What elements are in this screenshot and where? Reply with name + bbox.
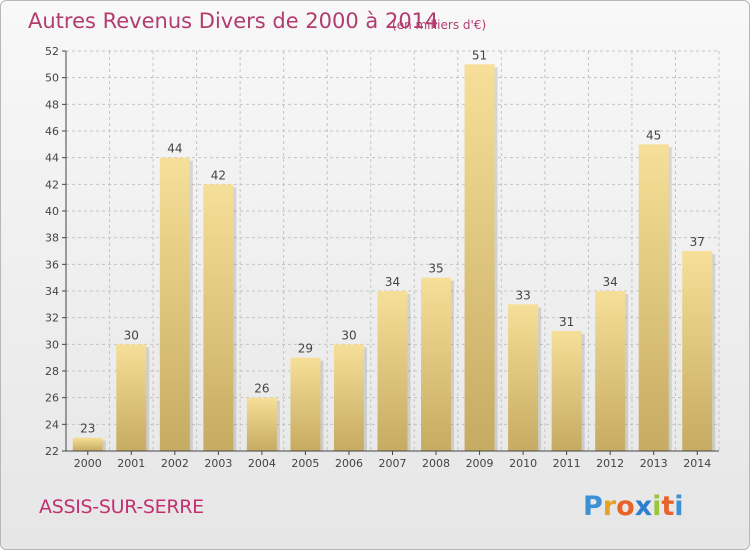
x-tick-label: 2002 (161, 457, 189, 470)
logo-letter: i (674, 491, 684, 522)
bar-value-label: 37 (690, 235, 705, 249)
x-tick-label: 2007 (379, 457, 407, 470)
bar-2009[interactable] (464, 64, 495, 452)
axes (62, 50, 719, 455)
x-tick-label: 2006 (335, 457, 363, 470)
bar-2012[interactable] (595, 291, 626, 451)
bar-2013[interactable] (638, 144, 669, 452)
bar-value-label: 31 (559, 315, 574, 329)
x-tick-label: 2013 (640, 457, 668, 470)
logo-letter: i (652, 491, 662, 522)
bar-value-label: 23 (80, 422, 95, 436)
y-tick-label: 38 (45, 232, 59, 245)
x-tick-label: 2009 (466, 457, 494, 470)
bars (72, 64, 716, 452)
x-tick-label: 2000 (74, 457, 102, 470)
x-tick-label: 2004 (248, 457, 276, 470)
y-tick-label: 52 (45, 45, 59, 58)
y-tick-label: 48 (45, 98, 59, 111)
x-tick-label: 2003 (204, 457, 232, 470)
bar-value-label: 30 (124, 328, 139, 342)
x-tick-label: 2001 (117, 457, 145, 470)
y-tick-label: 32 (45, 312, 59, 325)
y-tick-label: 28 (45, 365, 59, 378)
bar-2006[interactable] (333, 344, 364, 451)
bar-value-label: 51 (472, 48, 487, 62)
logo-letter: P (583, 491, 603, 522)
bar-2010[interactable] (508, 304, 539, 451)
proxiti-logo[interactable]: Proxiti (583, 491, 684, 522)
y-tick-label: 26 (45, 392, 59, 405)
logo-letter: r (602, 491, 617, 522)
bar-2014[interactable] (682, 251, 713, 451)
bar-2003[interactable] (203, 184, 234, 452)
location-label: ASSIS-SUR-SERRE (39, 496, 204, 518)
y-tick-label: 44 (45, 152, 59, 165)
y-tick-label: 46 (45, 125, 59, 138)
x-tick-label: 2011 (553, 457, 581, 470)
bar-value-label: 44 (167, 142, 182, 156)
y-tick-label: 34 (45, 285, 59, 298)
bar-2007[interactable] (377, 291, 408, 451)
bar-value-label: 30 (341, 328, 356, 342)
x-tick-label: 2005 (291, 457, 319, 470)
bar-value-label: 35 (428, 262, 443, 276)
y-tick-label: 22 (45, 445, 59, 458)
y-tick-label: 40 (45, 205, 59, 218)
logo-letter: t (661, 491, 675, 522)
bar-2001[interactable] (116, 344, 147, 451)
bar-value-label: 26 (254, 382, 269, 396)
x-tick-label: 2008 (422, 457, 450, 470)
bar-value-label: 45 (646, 128, 661, 142)
logo-letter: x (634, 491, 653, 522)
bar-2002[interactable] (159, 157, 190, 451)
y-tick-label: 50 (45, 72, 59, 85)
bar-2004[interactable] (246, 397, 277, 451)
y-tick-label: 42 (45, 178, 59, 191)
bar-value-label: 29 (298, 342, 313, 356)
x-tick-label: 2014 (683, 457, 711, 470)
bar-value-label: 34 (385, 275, 400, 289)
bar-2008[interactable] (421, 277, 452, 451)
logo-letter: o (616, 491, 635, 522)
bar-2005[interactable] (290, 357, 321, 451)
chart-title: Autres Revenus Divers de 2000 à 2014 (28, 9, 439, 33)
x-tick-label: 2010 (509, 457, 537, 470)
bar-value-label: 42 (211, 168, 226, 182)
y-tick-label: 24 (45, 418, 59, 431)
chart-subtitle: (en milliers d'€) (392, 18, 487, 32)
bar-value-label: 33 (515, 288, 530, 302)
y-tick-label: 36 (45, 258, 59, 271)
y-tick-label: 30 (45, 338, 59, 351)
bar-2011[interactable] (551, 331, 582, 451)
x-tick-label: 2012 (596, 457, 624, 470)
labels: 22 24 26 28 30 32 34 36 38 40 42 44 46 48 50 52 23 2000 30… (45, 45, 711, 470)
bar-value-label: 34 (603, 275, 618, 289)
bar-2000[interactable] (72, 437, 103, 451)
